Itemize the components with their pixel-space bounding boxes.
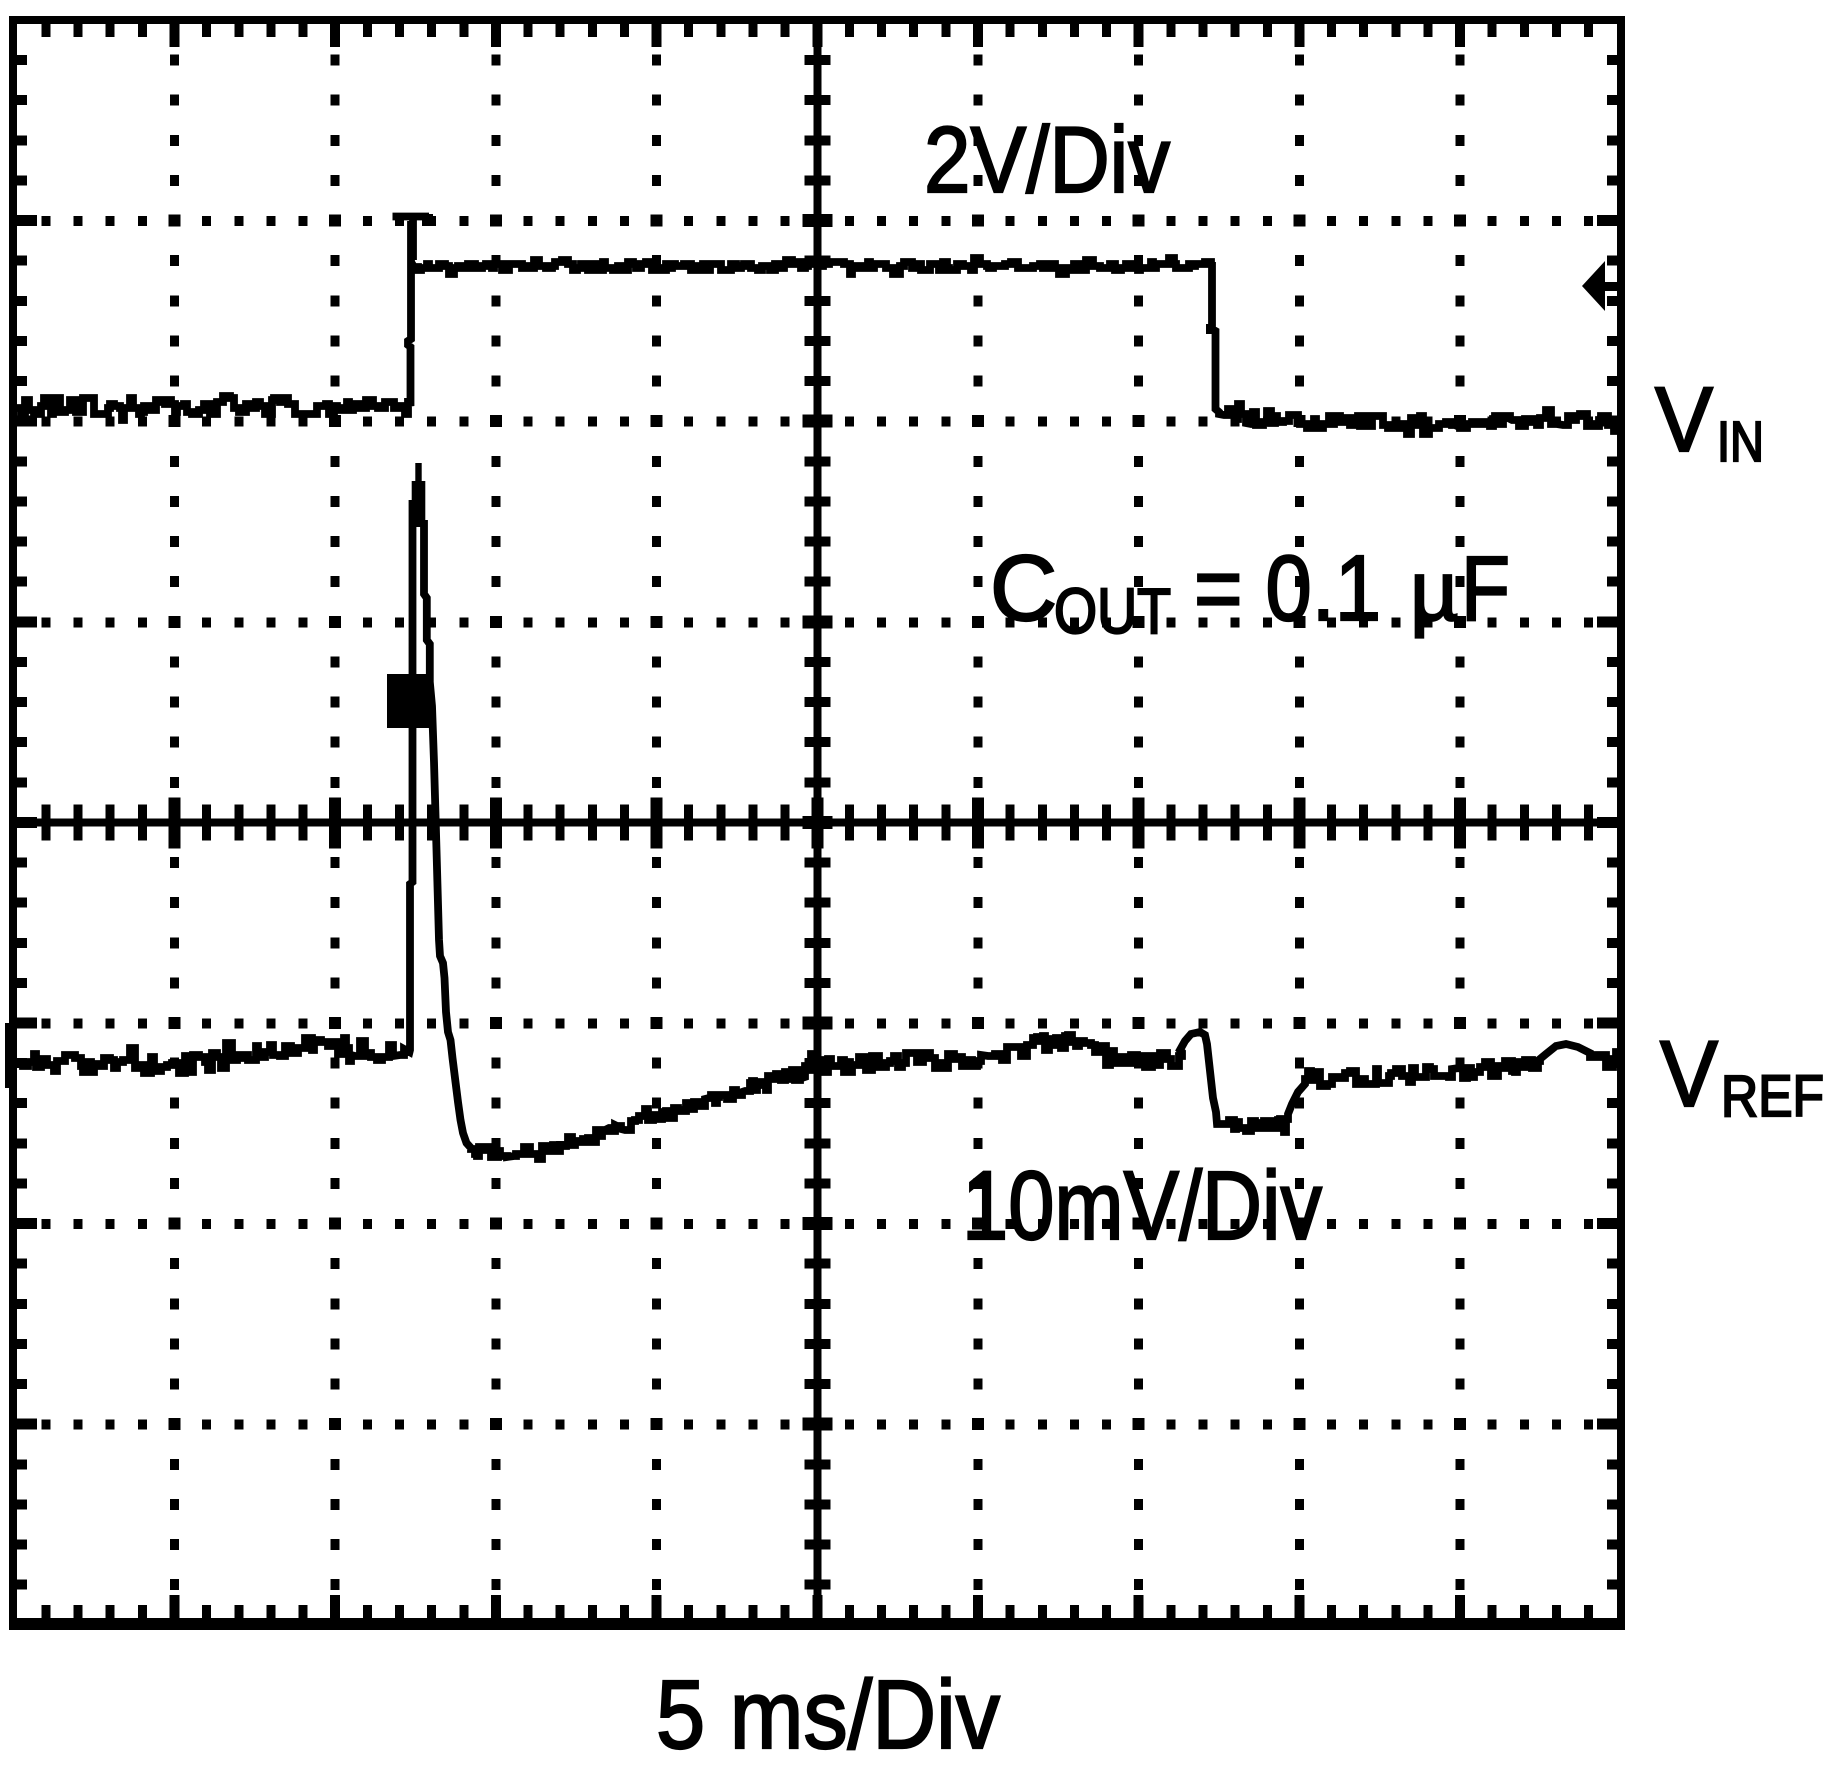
svg-text:IN: IN xyxy=(1717,410,1764,474)
svg-text:µ: µ xyxy=(1410,544,1458,638)
svg-text:V: V xyxy=(1660,1021,1718,1126)
svg-text:REF: REF xyxy=(1721,1064,1824,1129)
svg-text:2V/Div: 2V/Div xyxy=(924,107,1170,212)
svg-text:5 ms/Div: 5 ms/Div xyxy=(656,1660,1000,1765)
svg-text:V: V xyxy=(1655,369,1713,471)
svg-text:= 0.1: = 0.1 xyxy=(1194,536,1381,640)
svg-text:10mV/Div: 10mV/Div xyxy=(962,1151,1322,1260)
svg-text:F: F xyxy=(1461,538,1510,640)
svg-text:C: C xyxy=(990,536,1057,640)
svg-text:OUT: OUT xyxy=(1054,575,1171,647)
